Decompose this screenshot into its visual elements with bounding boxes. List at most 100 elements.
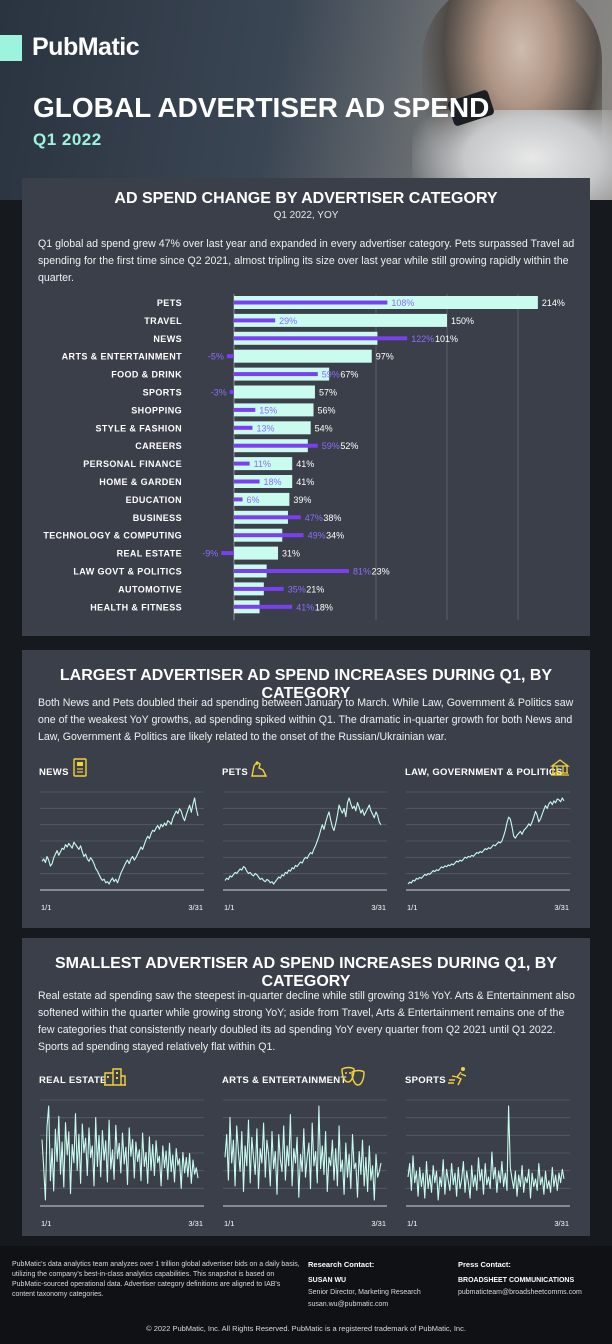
panel-intro: Real estate ad spending saw the steepest…	[38, 990, 575, 1053]
bar-change	[234, 300, 388, 305]
legend-label-change: Jan to Mar % Change	[448, 623, 521, 624]
arts-line-chart: 1/1 3/31	[223, 1099, 387, 1228]
yoy-label: 21%	[306, 584, 324, 594]
series-line	[224, 797, 382, 885]
bar-yoy	[234, 492, 290, 506]
category-label: HOME & GARDEN	[99, 477, 182, 487]
bar-change	[234, 336, 408, 341]
bar-change	[234, 372, 318, 377]
press-contact-name: BROADSHEET COMMUNICATIONS	[458, 1277, 575, 1284]
page-subtitle: Q1 2022	[33, 130, 102, 149]
hero-banner: PubMatic GLOBAL ADVERTISER AD SPEND Q1 2…	[0, 0, 612, 200]
yoy-label: 54%	[315, 423, 333, 433]
ad-spend-change-panel: AD SPEND CHANGE BY ADVERTISER CATEGORY Q…	[22, 178, 590, 636]
bar-yoy	[234, 475, 293, 488]
category-label: PERSONAL FINANCE	[83, 459, 182, 469]
newspaper-icon	[73, 758, 87, 777]
press-contact-heading: Press Contact:	[458, 1260, 511, 1269]
bar-change	[234, 586, 284, 591]
bar-change	[221, 551, 234, 556]
chart-label-real-estate: REAL ESTATE	[39, 1075, 107, 1086]
change-label: 13%	[256, 423, 274, 433]
panel-intro: Both News and Pets doubled their ad spen…	[38, 697, 574, 743]
change-label: 108%	[391, 298, 414, 308]
series-line	[407, 797, 565, 885]
yoy-label: 23%	[372, 567, 390, 577]
yoy-label: 56%	[318, 405, 336, 415]
footer: PubMatic's data analytics team analyzes …	[0, 1246, 612, 1344]
x-start-label: 1/1	[41, 1219, 51, 1228]
category-label: ARTS & ENTERTAINMENT	[62, 352, 182, 362]
x-end-label: 3/31	[188, 1219, 203, 1228]
category-label: TRAVEL	[144, 316, 182, 326]
category-label: PETS	[157, 298, 182, 308]
category-label: BUSINESS	[133, 513, 182, 523]
x-end-label: 3/31	[188, 903, 203, 912]
bar-change	[226, 354, 234, 359]
pet-icon	[251, 761, 268, 777]
smallest-increases-panel: SMALLEST ADVERTISER AD SPEND INCREASES D…	[22, 938, 590, 1236]
series-line	[224, 1105, 382, 1201]
capitol-building-icon	[550, 759, 570, 776]
bar-change	[234, 604, 293, 609]
category-label: CAREERS	[135, 441, 182, 451]
research-contact-role: Senior Director, Marketing Research	[308, 1289, 421, 1296]
x-start-label: 1/1	[41, 903, 51, 912]
category-label: TECHNOLOGY & COMPUTING	[43, 531, 182, 541]
series-line	[41, 1105, 199, 1201]
bar-change	[234, 318, 276, 323]
press-contact-email[interactable]: pubmaticteam@broadsheetcomms.com	[458, 1289, 582, 1296]
buildings-icon	[104, 1068, 126, 1086]
change-label: 49%	[308, 531, 326, 541]
change-label: 59%	[322, 441, 340, 451]
x-start-label: 1/1	[407, 903, 417, 912]
yoy-label: 41%	[296, 459, 314, 469]
category-label: FOOD & DRINK	[111, 370, 182, 380]
panel-title: LARGEST ADVERTISER AD SPEND INCREASES DU…	[59, 667, 553, 702]
chart-label-sports: SPORTS	[405, 1075, 446, 1086]
bar-yoy	[234, 313, 447, 327]
chart-label-news: NEWS	[39, 767, 69, 778]
yoy-label: 67%	[340, 370, 358, 380]
chart-label-pets: PETS	[222, 767, 249, 778]
footer-about: PubMatic's data analytics team analyzes …	[12, 1261, 300, 1298]
change-label: 6%	[247, 495, 260, 505]
sports-line-chart: 1/1 3/31	[406, 1099, 570, 1228]
change-label: 11%	[254, 459, 271, 469]
bar-change	[234, 443, 318, 448]
theater-masks-icon	[341, 1066, 365, 1086]
category-label: SHOPPING	[131, 405, 182, 415]
x-start-label: 1/1	[224, 903, 234, 912]
yoy-label: 150%	[451, 316, 474, 326]
pets-line-chart: 1/1 3/31	[223, 791, 387, 912]
bar-change	[234, 479, 260, 484]
runner-icon	[448, 1067, 467, 1086]
x-end-label: 3/31	[371, 903, 386, 912]
category-label: SPORTS	[143, 388, 182, 398]
yoy-label: 31%	[282, 549, 300, 559]
x-start-label: 1/1	[407, 1219, 417, 1228]
category-label: EDUCATION	[126, 495, 182, 505]
bar-change	[234, 533, 304, 538]
page-title: GLOBAL ADVERTISER AD SPEND	[33, 92, 490, 123]
change-label: 29%	[279, 316, 297, 326]
bar-change	[234, 569, 350, 573]
change-label: 35%	[288, 584, 306, 594]
pubmatic-logo-mark	[0, 35, 22, 61]
bar-change	[229, 390, 234, 394]
copyright: © 2022 PubMatic, Inc. All Rights Reserve…	[146, 1324, 466, 1333]
yoy-label: 214%	[542, 298, 565, 308]
bar-change	[234, 425, 253, 430]
research-contact-email[interactable]: susan.wu@pubmatic.com	[308, 1301, 389, 1308]
panel-title: SMALLEST ADVERTISER AD SPEND INCREASES D…	[55, 955, 557, 990]
bar-yoy	[234, 403, 314, 417]
bar-change	[234, 515, 301, 520]
bar-change	[234, 461, 250, 466]
pubmatic-logo-text: PubMatic	[32, 33, 140, 61]
panel-title: AD SPEND CHANGE BY ADVERTISER CATEGORY	[114, 190, 498, 207]
yoy-label: 34%	[326, 531, 344, 541]
bar-yoy	[234, 385, 315, 399]
change-label: -9%	[202, 549, 218, 559]
category-label: HEALTH & FITNESS	[90, 602, 182, 612]
change-label: 41%	[296, 602, 314, 612]
